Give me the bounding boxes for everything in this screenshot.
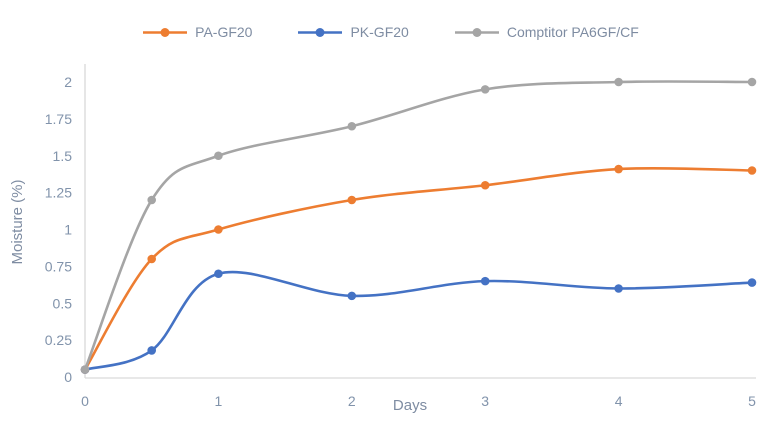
- data-point-pa-gf20: [614, 164, 623, 174]
- data-point-comptitor-pa6gf-cf: [747, 77, 757, 87]
- series-line-comptitor-pa6gf-cf: [83, 80, 754, 371]
- y-tick-label: 1.5: [53, 148, 73, 164]
- legend-dot: [472, 27, 482, 37]
- data-point-comptitor-pa6gf-cf: [214, 151, 223, 161]
- legend-item-pa-gf20: PA-GF20: [143, 24, 252, 40]
- series-lines: [80, 77, 757, 374]
- y-tick-label: 1.25: [45, 185, 72, 201]
- legend-label: Comptitor PA6GF/CF: [506, 24, 639, 40]
- data-point-pa-gf20: [747, 166, 757, 175]
- x-tick-label: 2: [348, 393, 356, 409]
- x-tick-label: 1: [215, 393, 223, 409]
- tick-labels: 0 0.25 0.5 0.75 1 1.25 1.5 1.75 2 0 1 2 3 4 5: [45, 74, 756, 409]
- y-tick-label: 1.75: [45, 111, 72, 127]
- legend-dot: [315, 27, 325, 37]
- data-point-pk-gf20: [480, 276, 490, 286]
- data-point-pa-gf20: [214, 225, 223, 234]
- x-tick-label: 4: [615, 393, 623, 409]
- legend-item-comptitor-pa6gf-cf: Comptitor PA6GF/CF: [454, 24, 639, 40]
- y-tick-label: 0: [64, 369, 72, 385]
- data-point-pk-gf20: [614, 284, 623, 293]
- data-point-pk-gf20: [214, 269, 223, 279]
- data-point-comptitor-pa6gf-cf: [80, 365, 90, 374]
- y-axis-title: Moisture (%): [9, 179, 26, 264]
- legend-label: PA-GF20: [195, 24, 253, 40]
- chart-legend: PA-GF20 PK-GF20 Comptitor PA6GF/CF: [0, 24, 782, 40]
- series-line-pk-gf20: [83, 270, 754, 371]
- x-tick-label: 5: [748, 393, 756, 409]
- legend-marker-comptitor-pa6gf-cf: [454, 27, 499, 37]
- x-tick-label: 0: [81, 393, 89, 409]
- data-point-pa-gf20: [480, 180, 490, 190]
- data-point-pk-gf20: [147, 346, 156, 355]
- data-point-comptitor-pa6gf-cf: [480, 85, 490, 94]
- y-tick-label: 2: [64, 74, 72, 90]
- x-tick-label: 3: [481, 393, 489, 409]
- series-line-pa-gf20: [83, 166, 754, 371]
- data-point-pa-gf20: [347, 195, 357, 205]
- legend-dot: [160, 27, 170, 37]
- legend-item-pk-gf20: PK-GF20: [298, 24, 409, 40]
- data-point-comptitor-pa6gf-cf: [614, 77, 623, 87]
- data-point-comptitor-pa6gf-cf: [347, 121, 357, 131]
- legend-label: PK-GF20: [350, 24, 409, 40]
- data-point-pa-gf20: [147, 254, 156, 264]
- y-tick-label: 1: [64, 222, 72, 238]
- y-tick-label: 0.5: [53, 295, 73, 311]
- data-point-pk-gf20: [347, 291, 357, 301]
- axes: [84, 64, 756, 379]
- x-axis-title: Days: [393, 397, 427, 414]
- legend-marker-pk-gf20: [298, 27, 343, 37]
- y-tick-label: 0.25: [45, 332, 72, 348]
- data-point-comptitor-pa6gf-cf: [147, 195, 156, 205]
- y-tick-label: 0.75: [45, 258, 72, 274]
- data-point-pk-gf20: [747, 278, 757, 287]
- legend-marker-pa-gf20: [143, 27, 188, 37]
